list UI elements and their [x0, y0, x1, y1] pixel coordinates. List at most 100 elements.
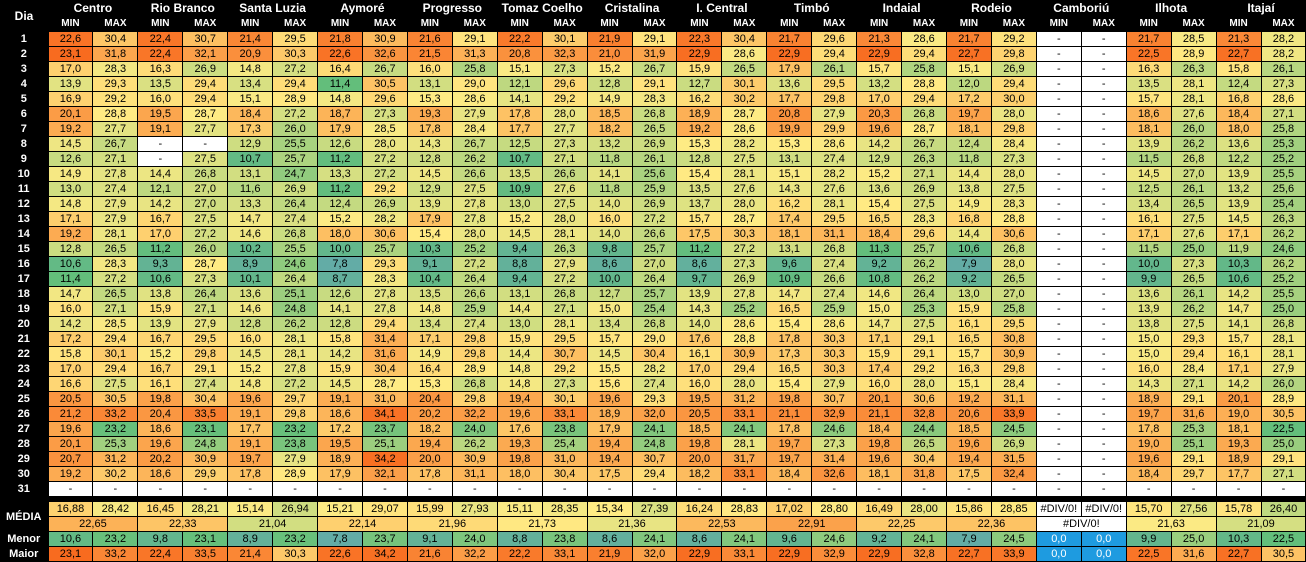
data-cell[interactable]: 27,1 [541, 301, 588, 317]
data-cell[interactable]: - [1035, 376, 1082, 392]
menor-cell[interactable]: 10,3 [1215, 531, 1262, 547]
data-cell[interactable]: 25,6 [631, 166, 678, 182]
data-cell[interactable]: 21,7 [1125, 31, 1172, 47]
data-cell[interactable]: 17,0 [676, 361, 723, 377]
data-cell[interactable]: 10,4 [406, 271, 453, 287]
data-cell[interactable]: 10,9 [496, 181, 543, 197]
media-avg-cell[interactable]: 22,36 [946, 516, 1037, 532]
maior-cell[interactable]: 22,2 [496, 546, 543, 562]
data-cell[interactable]: 25,7 [631, 286, 678, 302]
data-cell[interactable]: 14,9 [586, 91, 633, 107]
data-cell[interactable]: 23,8 [541, 421, 588, 437]
data-cell[interactable]: 30,6 [990, 226, 1037, 242]
data-cell[interactable]: 18,6 [317, 406, 363, 422]
data-cell[interactable]: 27,0 [182, 196, 229, 212]
data-cell[interactable]: 19,2 [676, 121, 723, 137]
data-cell[interactable]: 29,3 [631, 391, 678, 407]
data-cell[interactable]: 27,9 [182, 316, 229, 332]
data-cell[interactable]: 25,6 [1260, 181, 1306, 197]
data-cell[interactable]: 14,0 [586, 226, 633, 242]
maior-cell[interactable]: 22,5 [1125, 546, 1172, 562]
data-cell[interactable]: 29,6 [361, 91, 408, 107]
data-cell[interactable]: 14,2 [317, 346, 363, 362]
data-cell[interactable]: 15,0 [856, 301, 903, 317]
data-cell[interactable]: 18,4 [856, 226, 903, 242]
data-cell[interactable]: 17,7 [496, 121, 543, 137]
data-cell[interactable]: 13,5 [676, 181, 723, 197]
data-cell[interactable]: 12,6 [317, 136, 363, 152]
data-cell[interactable]: 30,7 [182, 31, 229, 47]
data-cell[interactable]: 16,5 [856, 211, 903, 227]
data-cell[interactable]: 13,1 [496, 286, 543, 302]
data-cell[interactable]: 28,5 [361, 121, 408, 137]
menor-cell[interactable]: 23,2 [92, 531, 139, 547]
data-cell[interactable]: 15,1 [946, 376, 992, 392]
data-cell[interactable]: 18,5 [676, 421, 723, 437]
data-cell[interactable]: 17,0 [856, 91, 903, 107]
data-cell[interactable]: 14,8 [47, 196, 94, 212]
data-cell[interactable]: 29,8 [990, 361, 1037, 377]
data-cell[interactable]: - [946, 481, 992, 497]
data-cell[interactable]: 29,4 [92, 361, 139, 377]
data-cell[interactable]: 17,1 [1215, 226, 1262, 242]
data-cell[interactable]: 14,5 [1125, 166, 1172, 182]
data-cell[interactable]: 27,6 [1170, 226, 1217, 242]
maior-cell[interactable]: 22,9 [856, 546, 903, 562]
data-cell[interactable]: - [1080, 391, 1127, 407]
data-cell[interactable]: 16,3 [137, 61, 184, 77]
data-cell[interactable]: 26,9 [272, 181, 319, 197]
data-cell[interactable]: 30,6 [901, 391, 948, 407]
data-cell[interactable]: 14,5 [496, 226, 543, 242]
data-cell[interactable]: 26,3 [1260, 211, 1306, 227]
media-avg-cell[interactable]: 22,65 [47, 516, 139, 532]
data-cell[interactable]: 22,6 [47, 31, 94, 47]
data-cell[interactable]: 27,0 [990, 286, 1037, 302]
data-cell[interactable]: 14,1 [317, 301, 363, 317]
data-cell[interactable]: 19,6 [47, 421, 94, 437]
data-cell[interactable]: - [1035, 361, 1082, 377]
data-cell[interactable]: 20,1 [1215, 391, 1262, 407]
data-cell[interactable]: 15,7 [676, 211, 723, 227]
data-cell[interactable]: 33,1 [541, 406, 588, 422]
data-cell[interactable]: 30,9 [990, 346, 1037, 362]
data-cell[interactable]: 19,4 [586, 451, 633, 467]
data-cell[interactable]: 12,4 [317, 196, 363, 212]
media-avg-cell[interactable]: 21,04 [227, 516, 319, 532]
data-cell[interactable]: 27,9 [272, 451, 319, 467]
data-cell[interactable]: 29,8 [451, 331, 498, 347]
data-cell[interactable]: 17,9 [317, 121, 363, 137]
data-cell[interactable]: 19,6 [856, 451, 903, 467]
data-cell[interactable]: 30,9 [721, 346, 768, 362]
data-cell[interactable]: 17,8 [766, 331, 813, 347]
data-cell[interactable]: 14,8 [317, 91, 363, 107]
data-cell[interactable]: 17,8 [227, 466, 274, 482]
data-cell[interactable]: 27,8 [451, 196, 498, 212]
media-cell[interactable]: 16,88 [47, 501, 94, 517]
data-cell[interactable]: 19,0 [1125, 436, 1172, 452]
data-cell[interactable]: 30,5 [361, 76, 408, 92]
media-cell[interactable]: 16,45 [137, 501, 184, 517]
data-cell[interactable]: - [1080, 361, 1127, 377]
menor-cell[interactable]: 24,5 [990, 531, 1037, 547]
data-cell[interactable]: 15,7 [1125, 91, 1172, 107]
data-cell[interactable]: 29,5 [990, 316, 1037, 332]
data-cell[interactable]: 17,9 [766, 61, 813, 77]
data-cell[interactable]: 26,4 [901, 286, 948, 302]
data-cell[interactable]: 25,0 [1260, 301, 1306, 317]
data-cell[interactable]: - [92, 481, 139, 497]
data-cell[interactable]: - [1035, 301, 1082, 317]
maior-cell[interactable]: 22,7 [1215, 546, 1262, 562]
data-cell[interactable]: - [1035, 211, 1082, 227]
data-cell[interactable]: 19,8 [766, 391, 813, 407]
data-cell[interactable]: 29,5 [811, 76, 858, 92]
menor-cell[interactable]: 9,9 [1125, 531, 1172, 547]
data-cell[interactable]: 25,5 [272, 136, 319, 152]
data-cell[interactable]: 14,9 [406, 346, 453, 362]
data-cell[interactable]: 21,6 [406, 31, 453, 47]
data-cell[interactable]: 18,5 [586, 106, 633, 122]
data-cell[interactable]: 13,8 [137, 286, 184, 302]
data-cell[interactable]: 13,9 [406, 196, 453, 212]
data-cell[interactable]: 27,3 [811, 436, 858, 452]
data-cell[interactable]: 27,3 [541, 136, 588, 152]
data-cell[interactable]: 30,3 [811, 361, 858, 377]
